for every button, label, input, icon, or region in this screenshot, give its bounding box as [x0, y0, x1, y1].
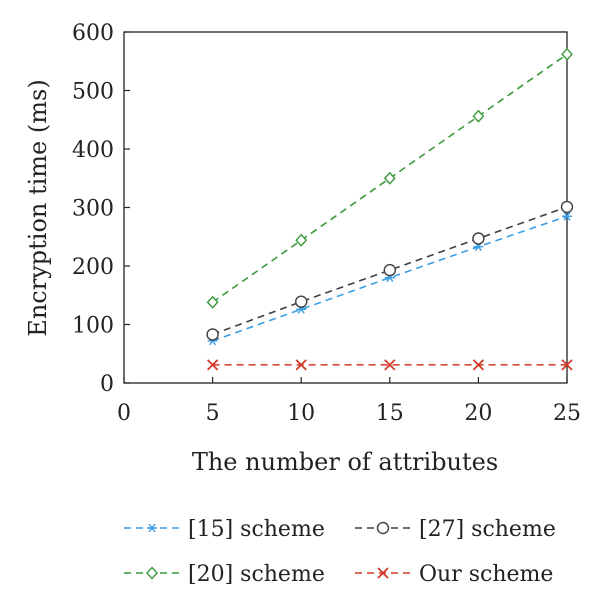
legend-item: [20] scheme	[124, 562, 325, 587]
data-point	[295, 359, 307, 371]
y-tick-label: 300	[72, 197, 114, 222]
y-axis-label: Encryption time (ms)	[24, 79, 52, 336]
x-axis-label: The number of attributes	[192, 448, 498, 476]
series	[206, 200, 574, 341]
legend-item: [15] scheme	[124, 517, 325, 542]
data-point	[206, 295, 219, 309]
data-point	[383, 263, 396, 277]
data-point	[472, 359, 485, 371]
data-point	[560, 200, 574, 214]
data-point	[561, 359, 573, 371]
data-point	[206, 328, 219, 341]
data-point	[295, 295, 308, 308]
y-tick-label: 600	[72, 21, 114, 46]
data-point	[295, 233, 308, 247]
data-point	[562, 211, 572, 221]
x-tick-label: 25	[553, 401, 581, 426]
legend: [15] scheme [27] scheme [20] scheme Our sch…	[124, 517, 556, 587]
series	[206, 47, 573, 309]
data-point	[376, 521, 390, 535]
series-line	[212, 215, 568, 342]
y-tick-label: 400	[72, 138, 114, 163]
series	[207, 211, 572, 346]
series-line	[212, 206, 568, 336]
legend-label: [27] scheme	[419, 517, 556, 542]
legend-item: [27] scheme	[355, 517, 556, 542]
legend-item: Our scheme	[355, 562, 553, 587]
data-point	[206, 359, 219, 371]
data-point	[383, 171, 396, 185]
y-tick-label: 100	[72, 314, 114, 339]
series-layer	[206, 47, 574, 371]
legend-label: [20] scheme	[188, 562, 325, 587]
y-tick-label: 200	[72, 255, 114, 280]
data-point	[377, 567, 389, 579]
y-tick-label: 0	[100, 372, 114, 397]
series	[206, 359, 573, 371]
y-tick-label: 500	[72, 80, 114, 105]
x-tick-label: 20	[464, 401, 492, 426]
x-tick-label: 10	[287, 401, 315, 426]
legend-label: [15] scheme	[188, 517, 325, 542]
x-tick-label: 15	[376, 401, 404, 426]
data-point	[472, 109, 485, 123]
x-tick-label: 5	[206, 401, 220, 426]
data-point	[384, 359, 396, 371]
axes: 0 100 200 300 400 500 600 0 5 10 15 20 25	[72, 21, 581, 426]
x-tick-label: 0	[117, 401, 131, 426]
plot-area-frame	[123, 31, 568, 384]
data-point	[147, 523, 157, 533]
data-point	[561, 47, 573, 61]
data-point	[146, 566, 158, 580]
data-point	[472, 232, 485, 245]
legend-label: Our scheme	[419, 562, 553, 587]
